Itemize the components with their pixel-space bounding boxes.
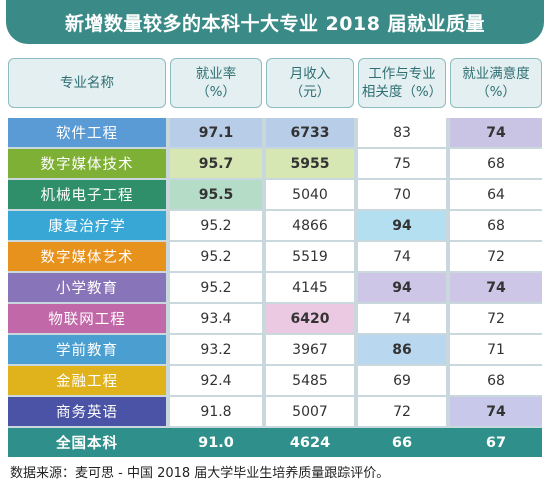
satisfaction-cell: 72 — [450, 242, 542, 271]
major-name-cell: 全国本科 — [56, 436, 118, 452]
satisfaction-cell: 68 — [450, 211, 542, 240]
employment-cell: 97.1 — [170, 118, 262, 147]
header-employment-rate: 就业率 （%） — [170, 58, 262, 108]
employment-cell: 95.2 — [170, 273, 262, 302]
major-name-cell: 机械电子工程 — [8, 180, 166, 209]
relevance-cell: 86 — [358, 335, 446, 364]
data-source-footnote: 数据来源：麦可思 - 中国 2018 届大学毕业生培养质量跟踪评价。 — [10, 466, 390, 481]
table-row: 金融工程 92.4 5485 69 68 — [8, 366, 542, 395]
table-row: 数字媒体技术 95.7 5955 75 68 — [8, 149, 542, 178]
header-monthly-income: 月收入 （元） — [266, 58, 354, 108]
employment-cell: 91.8 — [170, 397, 262, 426]
header-relevance: 工作与专业 相关度（%） — [358, 58, 446, 108]
satisfaction-cell: 72 — [450, 304, 542, 333]
header-satisfaction: 就业满意度 （%） — [450, 58, 542, 108]
table-row: 软件工程 97.1 6733 83 74 — [8, 118, 542, 147]
employment-cell: 93.4 — [170, 304, 262, 333]
income-cell: 5955 — [266, 149, 354, 178]
income-cell: 4866 — [266, 211, 354, 240]
relevance-cell: 75 — [358, 149, 446, 178]
income-cell: 3967 — [266, 335, 354, 364]
table-row: 物联网工程 93.4 6420 74 72 — [8, 304, 542, 333]
income-cell: 6420 — [266, 304, 354, 333]
satisfaction-cell: 71 — [450, 335, 542, 364]
employment-cell: 95.7 — [170, 149, 262, 178]
employment-cell: 95.2 — [170, 242, 262, 271]
major-name-cell: 物联网工程 — [8, 304, 166, 333]
relevance-cell: 72 — [358, 397, 446, 426]
income-cell: 5519 — [266, 242, 354, 271]
table-row: 小学教育 95.2 4145 94 74 — [8, 273, 542, 302]
major-name-cell: 数字媒体艺术 — [8, 242, 166, 271]
income-cell: 4145 — [266, 273, 354, 302]
employment-cell: 93.2 — [170, 335, 262, 364]
income-cell: 5007 — [266, 397, 354, 426]
satisfaction-cell: 68 — [450, 149, 542, 178]
relevance-cell: 94 — [358, 211, 446, 240]
employment-cell: 91.0 — [198, 434, 234, 451]
table-title: 新增数量较多的本科十大专业 2018 届就业质量 — [6, 0, 544, 44]
table-row: 商务英语 91.8 5007 72 74 — [8, 397, 542, 426]
employment-cell: 95.2 — [170, 211, 262, 240]
relevance-cell: 74 — [358, 242, 446, 271]
relevance-cell: 94 — [358, 273, 446, 302]
relevance-cell: 70 — [358, 180, 446, 209]
relevance-cell: 74 — [358, 304, 446, 333]
header-major-name: 专业名称 — [8, 58, 166, 108]
satisfaction-cell: 67 — [485, 434, 507, 451]
table-row: 机械电子工程 95.5 5040 70 64 — [8, 180, 542, 209]
total-row: 全国本科 91.0 4624 66 67 — [8, 428, 542, 457]
employment-cell: 92.4 — [170, 366, 262, 395]
satisfaction-cell: 74 — [450, 273, 542, 302]
employment-cell: 95.5 — [170, 180, 262, 209]
major-name-cell: 数字媒体技术 — [8, 149, 166, 178]
table-row: 学前教育 93.2 3967 86 71 — [8, 335, 542, 364]
income-cell: 4624 — [289, 434, 331, 451]
major-name-cell: 小学教育 — [8, 273, 166, 302]
table-row: 康复治疗学 95.2 4866 94 68 — [8, 211, 542, 240]
satisfaction-cell: 68 — [450, 366, 542, 395]
satisfaction-cell: 74 — [450, 118, 542, 147]
major-name-cell: 学前教育 — [8, 335, 166, 364]
relevance-cell: 83 — [358, 118, 446, 147]
satisfaction-cell: 64 — [450, 180, 542, 209]
satisfaction-cell: 74 — [450, 397, 542, 426]
relevance-cell: 66 — [391, 434, 413, 451]
major-name-cell: 商务英语 — [8, 397, 166, 426]
table-row: 数字媒体艺术 95.2 5519 74 72 — [8, 242, 542, 271]
relevance-cell: 69 — [358, 366, 446, 395]
income-cell: 5040 — [266, 180, 354, 209]
major-name-cell: 软件工程 — [8, 118, 166, 147]
major-name-cell: 康复治疗学 — [8, 211, 166, 240]
major-name-cell: 金融工程 — [8, 366, 166, 395]
income-cell: 5485 — [266, 366, 354, 395]
income-cell: 6733 — [266, 118, 354, 147]
